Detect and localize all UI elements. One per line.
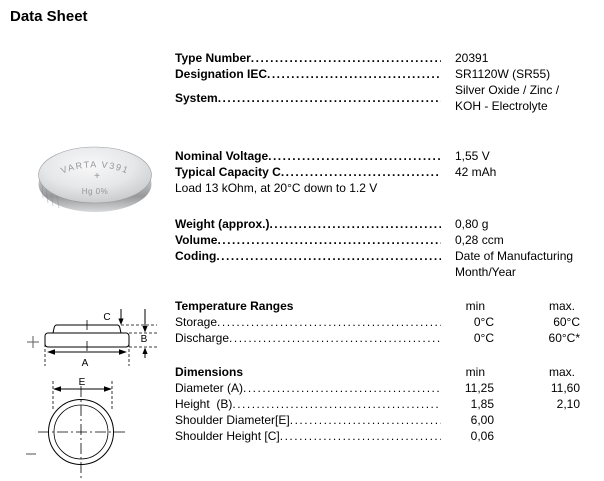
leader-dots <box>229 330 441 346</box>
section-heading: Dimensions <box>175 365 244 379</box>
side-view-drawing: A C B <box>27 309 157 369</box>
section-heading: Temperature Ranges <box>175 299 294 313</box>
spec-label: Shoulder Height [C] <box>175 429 280 443</box>
section-temperature: Temperature Ranges min max. Storage 0°C … <box>175 298 587 346</box>
section-electrical: Nominal Voltage 1,55 V Typical Capacity … <box>175 148 587 196</box>
plus-icon <box>27 336 39 348</box>
svg-text:E: E <box>79 377 86 388</box>
leader-dots <box>268 148 441 164</box>
spec-label: Type Number <box>175 51 251 65</box>
spec-label: System <box>175 91 218 105</box>
spec-label: Typical Capacity C <box>175 165 281 179</box>
leader-dots <box>216 248 441 264</box>
spec-label: Discharge <box>175 331 230 345</box>
spec-column: Type Number 20391 Designation IEC SR1120… <box>175 50 587 444</box>
min-value: 0°C <box>473 331 494 345</box>
spec-label: Coding <box>175 249 217 263</box>
leader-dots <box>251 50 441 66</box>
battery-photo: VARTA V391 + Hg 0% <box>38 146 152 212</box>
max-value: 60°C <box>553 315 580 329</box>
dim-b: B <box>141 309 148 358</box>
dim-e: E <box>53 377 112 392</box>
spec-row: Storage 0°C 60°C <box>175 314 587 330</box>
dimensions-header-row: Dimensions min max. <box>175 364 587 380</box>
min-column-header: min <box>465 365 485 379</box>
min-value: 1,85 <box>470 397 494 411</box>
spec-row: Type Number 20391 <box>175 50 587 66</box>
leader-dots <box>290 412 441 428</box>
spec-label: Storage <box>175 315 218 329</box>
spec-label: Diameter (A) <box>175 381 244 395</box>
min-column-header: min <box>465 299 485 313</box>
spec-row: Discharge 0°C 60°C* <box>175 330 587 346</box>
page-title: Data Sheet <box>10 8 88 25</box>
min-value: 0°C <box>473 315 494 329</box>
spec-value: 20391 <box>455 51 489 65</box>
min-value: 11,25 <box>464 381 494 395</box>
leader-dots <box>243 380 441 396</box>
extension-lines <box>44 324 157 366</box>
spec-value: SR1120W (SR55) <box>455 67 551 81</box>
leader-dots <box>218 91 441 105</box>
section-dimensions: Dimensions min max. Diameter (A) 11,25 1… <box>175 364 587 444</box>
max-value: 2,10 <box>556 397 580 411</box>
temperature-header-row: Temperature Ranges min max. <box>175 298 587 314</box>
leader-dots <box>217 232 441 248</box>
max-column-header: max. <box>548 299 575 313</box>
svg-text:C: C <box>103 312 110 323</box>
leader-dots <box>217 314 441 330</box>
max-column-header: max. <box>548 365 575 379</box>
battery-top-face <box>38 146 152 204</box>
svg-text:B: B <box>141 334 148 345</box>
spec-label: Nominal Voltage <box>175 149 269 163</box>
leader-dots <box>269 216 441 232</box>
spec-value: 0,80 g <box>455 217 489 231</box>
leader-dots <box>280 428 441 444</box>
spec-row: Shoulder Height [C] 0,06 <box>175 428 587 444</box>
spec-row: Diameter (A) 11,25 11,60 <box>175 380 587 396</box>
min-value: 6,00 <box>470 413 494 427</box>
centerlines <box>38 386 126 480</box>
max-value: 60°C* <box>548 331 580 345</box>
spec-label: Volume <box>175 233 218 247</box>
spec-label: Weight (approx.) <box>175 217 270 231</box>
leader-dots <box>267 66 441 82</box>
spec-label: Designation IEC <box>175 67 268 81</box>
spec-row: Shoulder Diameter[E] 6,00 <box>175 412 587 428</box>
spec-row: Nominal Voltage 1,55 V <box>175 148 587 164</box>
spec-value: 0,28 ccm <box>455 233 504 247</box>
section-physical: Weight (approx.) 0,80 g Volume 0,28 ccm … <box>175 216 587 280</box>
max-value <box>494 428 580 444</box>
spec-label: Shoulder Diameter[E] <box>175 413 290 427</box>
max-value <box>494 412 580 428</box>
min-value: 0,06 <box>470 429 494 443</box>
spec-row: Volume 0,28 ccm <box>175 232 587 248</box>
spec-row: Designation IEC SR1120W (SR55) <box>175 66 587 82</box>
leader-dots <box>281 164 441 180</box>
spec-row: Height (B) 1,85 2,10 <box>175 396 587 412</box>
max-value: 11,60 <box>550 381 580 395</box>
dim-a: A <box>47 349 127 369</box>
spec-value: Silver Oxide / Zinc / KOH - Electrolyte <box>455 83 560 113</box>
section-identity: Type Number 20391 Designation IEC SR1120… <box>175 50 587 114</box>
spec-row: Typical Capacity C 42 mAh <box>175 164 587 180</box>
battery-hg-text: Hg 0% <box>82 187 109 196</box>
spec-row-coding: Coding Date of Manufacturing Month/Year <box>175 248 587 280</box>
spec-row-system: System Silver Oxide / Zinc / KOH - Elect… <box>175 82 587 114</box>
dim-c: C <box>103 309 124 325</box>
battery-plus-mark: + <box>94 171 100 182</box>
spec-label: Height (B) <box>175 397 233 411</box>
top-view-drawing: E <box>26 377 126 480</box>
spec-value: 1,55 V <box>455 149 490 163</box>
spec-row: Weight (approx.) 0,80 g <box>175 216 587 232</box>
leader-dots <box>232 396 441 412</box>
svg-text:A: A <box>82 358 89 369</box>
spec-value: Date of Manufacturing Month/Year <box>455 249 574 279</box>
spec-value: 42 mAh <box>455 165 497 179</box>
load-note: Load 13 kOhm, at 20°C down to 1.2 V <box>175 181 378 195</box>
